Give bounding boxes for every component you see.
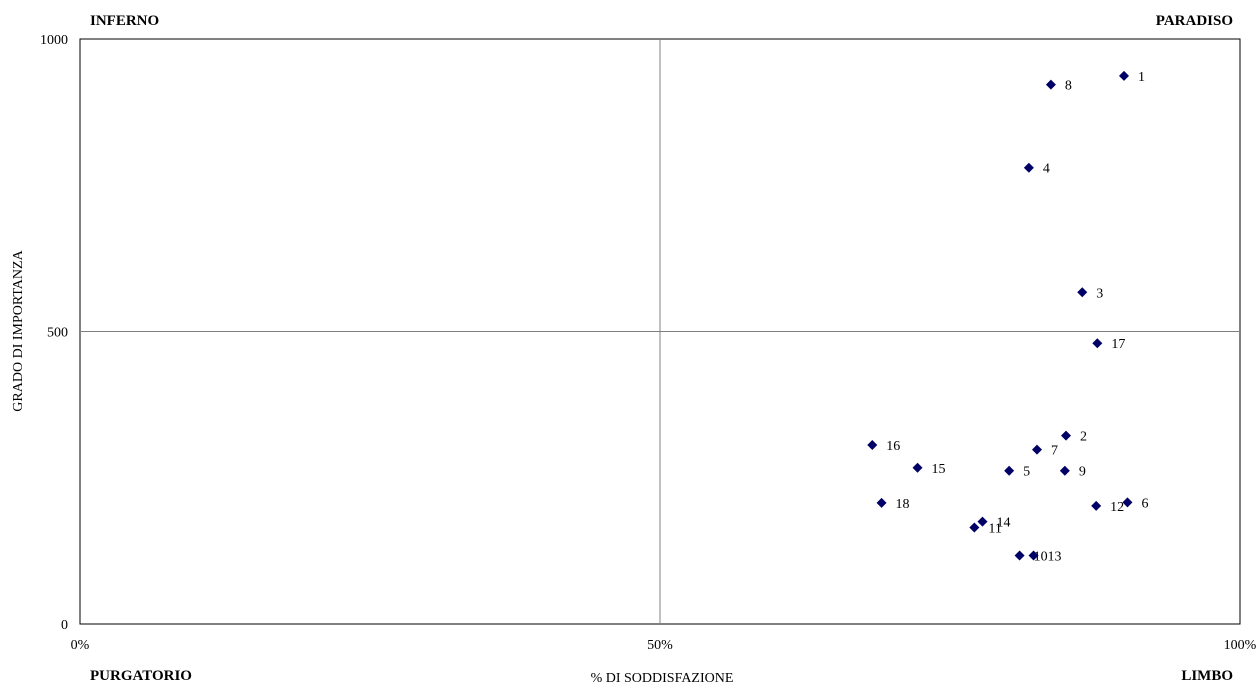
data-point-marker: [969, 522, 980, 533]
data-point-label: 4: [1043, 162, 1050, 177]
data-point-marker: [1023, 162, 1034, 173]
data-point-label: 10: [1034, 550, 1048, 565]
data-point-marker: [867, 439, 878, 450]
data-point-label: 13: [1048, 550, 1062, 565]
data-point-marker: [1092, 338, 1103, 349]
y-tick-label: 1000: [40, 33, 68, 48]
data-point-label: 6: [1141, 496, 1148, 511]
data-point-label: 12: [1110, 500, 1124, 515]
data-point-marker: [1061, 430, 1071, 441]
x-tick-label: 50%: [647, 638, 673, 653]
data-point-marker: [1045, 79, 1056, 90]
data-point-label: 2: [1080, 430, 1087, 445]
y-axis-label: GRADO DI IMPORTANZA: [11, 249, 26, 411]
data-point-marker: [977, 516, 988, 527]
data-point-label: 7: [1051, 444, 1058, 459]
data-point-marker: [876, 497, 887, 508]
data-point-label: 17: [1111, 337, 1125, 352]
quadrant-label-top-right: PARADISO: [1156, 13, 1233, 29]
data-point-marker: [1004, 465, 1015, 476]
data-point-label: 16: [886, 439, 900, 454]
data-point-label: 11: [988, 521, 1001, 536]
data-point-marker: [1122, 497, 1133, 508]
quadrant-label-bottom-right: LIMBO: [1181, 668, 1233, 684]
data-point-marker: [912, 462, 923, 473]
data-point-label: 9: [1079, 465, 1086, 480]
data-point-label: 1: [1138, 70, 1145, 85]
data-point-marker: [1119, 70, 1129, 81]
data-point-marker: [1028, 550, 1039, 561]
data-point-label: 18: [896, 497, 910, 512]
data-point-label: 14: [996, 516, 1010, 531]
data-point-marker: [1059, 465, 1070, 476]
data-point-label: 8: [1065, 79, 1072, 94]
axis-ticks: 0% 50% 100% 0 500 1000: [40, 33, 1257, 653]
data-point-label: 15: [932, 462, 946, 477]
data-point-label: 3: [1096, 286, 1103, 301]
quadrant-label-top-left: INFERNO: [90, 13, 159, 29]
data-point-marker: [1077, 287, 1088, 298]
quadrant-label-bottom-left: PURGATORIO: [90, 668, 192, 684]
x-axis-label: % DI SODDISFAZIONE: [591, 671, 734, 686]
x-tick-label: 100%: [1224, 638, 1257, 653]
data-point-label: 5: [1023, 465, 1030, 480]
data-point-marker: [1091, 500, 1102, 511]
data-point-marker: [1014, 550, 1025, 561]
y-tick-label: 500: [47, 326, 68, 341]
y-tick-label: 0: [61, 618, 68, 633]
x-tick-label: 0%: [71, 638, 90, 653]
data-point-marker: [1032, 444, 1042, 455]
